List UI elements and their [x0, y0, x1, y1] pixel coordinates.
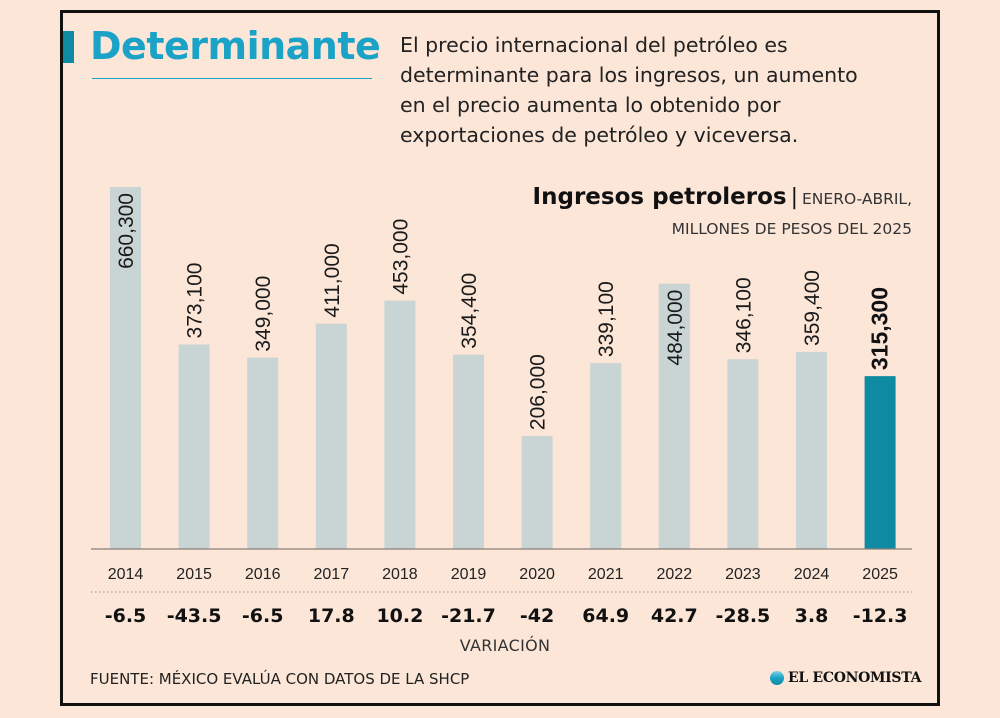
year-label: 2022 — [657, 566, 693, 583]
year-label: 2021 — [588, 566, 624, 583]
title-marker — [63, 31, 74, 63]
value-label: 349,000 — [252, 276, 275, 352]
variation-value: 64.9 — [582, 605, 629, 627]
value-label: 411,000 — [321, 243, 344, 317]
chart-title: Ingresos petroleros — [532, 184, 787, 210]
bar-2021 — [590, 363, 622, 549]
value-label: 660,300 — [115, 193, 138, 269]
bar-2024 — [796, 351, 827, 549]
year-label: 2018 — [382, 566, 418, 583]
year-label: 2024 — [794, 566, 830, 583]
bars-group: 660,300 373,100 349,000 411,000 453,000 354,4… — [110, 187, 896, 549]
year-label: 2020 — [519, 566, 555, 583]
source-note: FUENTE: MÉXICO EVALÚA CON DATOS DE LA SH… — [90, 670, 470, 688]
year-label: 2015 — [176, 566, 212, 583]
chart-subtitle-line1: ENERO-ABRIL, — [802, 190, 912, 208]
year-label: 2016 — [245, 566, 281, 583]
variation-value: 42.7 — [651, 605, 698, 627]
year-label: 2014 — [108, 566, 144, 583]
value-label: 206,000 — [527, 354, 550, 430]
bar-2019 — [453, 354, 484, 549]
page-title: Determinante — [90, 24, 381, 68]
bar-2018 — [384, 300, 416, 549]
value-label: 484,000 — [664, 290, 687, 366]
year-labels: 2014 2015 2016 2017 2018 2019 2020 2021 2022 2023… — [108, 566, 898, 583]
chart-title-separator: | — [790, 185, 799, 210]
bar-2016 — [247, 357, 279, 549]
bar-2014 — [110, 187, 141, 549]
variation-value: 17.8 — [308, 605, 355, 627]
variation-value: -43.5 — [167, 605, 222, 627]
year-label: 2017 — [314, 566, 350, 583]
description-line: en el precio aumenta lo obtenido por — [400, 93, 781, 117]
chart-header: Ingresos petroleros | ENERO-ABRIL, — [533, 184, 912, 210]
description-line: El precio internacional del petróleo es — [400, 33, 788, 57]
globe-icon — [770, 671, 784, 685]
bar-2020 — [521, 436, 553, 549]
value-label: 346,100 — [732, 277, 755, 353]
title-underline — [92, 78, 372, 79]
variation-value: -6.5 — [105, 605, 147, 627]
description-line: exportaciones de petróleo y viceversa. — [400, 123, 799, 147]
value-label: 339,100 — [595, 281, 618, 357]
value-label: 359,400 — [801, 270, 824, 346]
publisher-logo: EL ECONOMISTA — [770, 670, 921, 686]
value-label: 453,000 — [389, 219, 412, 295]
variation-value: 10.2 — [376, 605, 423, 627]
year-label: 2019 — [451, 566, 487, 583]
year-label: 2023 — [725, 566, 761, 583]
variation-value: -42 — [520, 605, 554, 627]
logo-text: EL ECONOMISTA — [788, 670, 922, 686]
variation-value: -28.5 — [716, 605, 771, 627]
value-label: 373,100 — [184, 263, 207, 339]
variation-value: 3.8 — [795, 605, 829, 627]
infographic-frame — [60, 10, 940, 706]
value-label: 354,400 — [458, 273, 481, 349]
bar-2022 — [658, 283, 690, 549]
variation-value: -12.3 — [853, 605, 908, 627]
bar-2015 — [178, 344, 210, 549]
chart-subtitle-line2: MILLONES DE PESOS DEL 2025 — [671, 220, 912, 238]
bar-2025 — [864, 376, 896, 549]
bar-2023 — [727, 359, 759, 549]
variation-values: -6.5 -43.5 -6.5 17.8 10.2 -21.7 -42 64.9 42.7 -28… — [105, 605, 908, 627]
description-line: determinante para los ingresos, un aumen… — [400, 63, 858, 87]
value-label: 315,300 — [867, 287, 893, 370]
variation-value: -21.7 — [441, 605, 496, 627]
year-label: 2025 — [862, 566, 898, 583]
bar-2017 — [315, 323, 347, 549]
variation-label: VARIACIÓN — [459, 636, 551, 655]
description: El precio internacional del petróleo es … — [400, 30, 920, 150]
variation-value: -6.5 — [242, 605, 284, 627]
